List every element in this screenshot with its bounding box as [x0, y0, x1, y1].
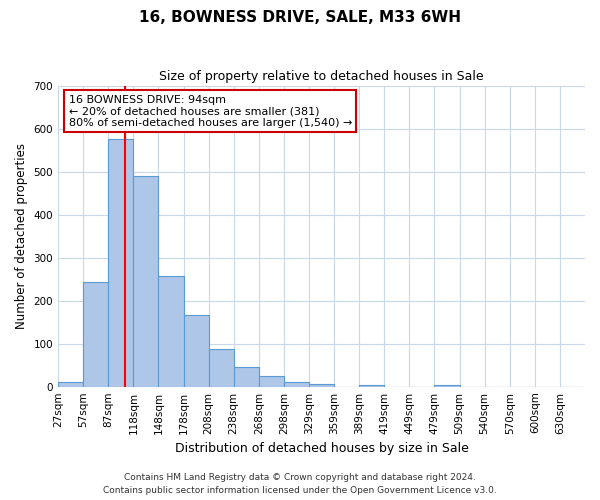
Bar — [108, 140, 133, 388]
Title: Size of property relative to detached houses in Sale: Size of property relative to detached ho… — [159, 70, 484, 83]
Text: 16, BOWNESS DRIVE, SALE, M33 6WH: 16, BOWNESS DRIVE, SALE, M33 6WH — [139, 10, 461, 25]
Bar — [83, 282, 108, 388]
Bar — [158, 276, 184, 388]
Bar — [233, 367, 259, 388]
Bar — [434, 385, 460, 388]
Bar — [58, 382, 83, 388]
Bar — [259, 376, 284, 388]
Bar — [284, 382, 309, 388]
Text: 16 BOWNESS DRIVE: 94sqm
← 20% of detached houses are smaller (381)
80% of semi-d: 16 BOWNESS DRIVE: 94sqm ← 20% of detache… — [68, 94, 352, 128]
Text: Contains HM Land Registry data © Crown copyright and database right 2024.
Contai: Contains HM Land Registry data © Crown c… — [103, 474, 497, 495]
X-axis label: Distribution of detached houses by size in Sale: Distribution of detached houses by size … — [175, 442, 469, 455]
Bar — [209, 348, 233, 388]
Y-axis label: Number of detached properties: Number of detached properties — [15, 144, 28, 330]
Bar — [133, 176, 158, 388]
Bar — [359, 385, 384, 388]
Bar — [309, 384, 334, 388]
Bar — [184, 315, 209, 388]
